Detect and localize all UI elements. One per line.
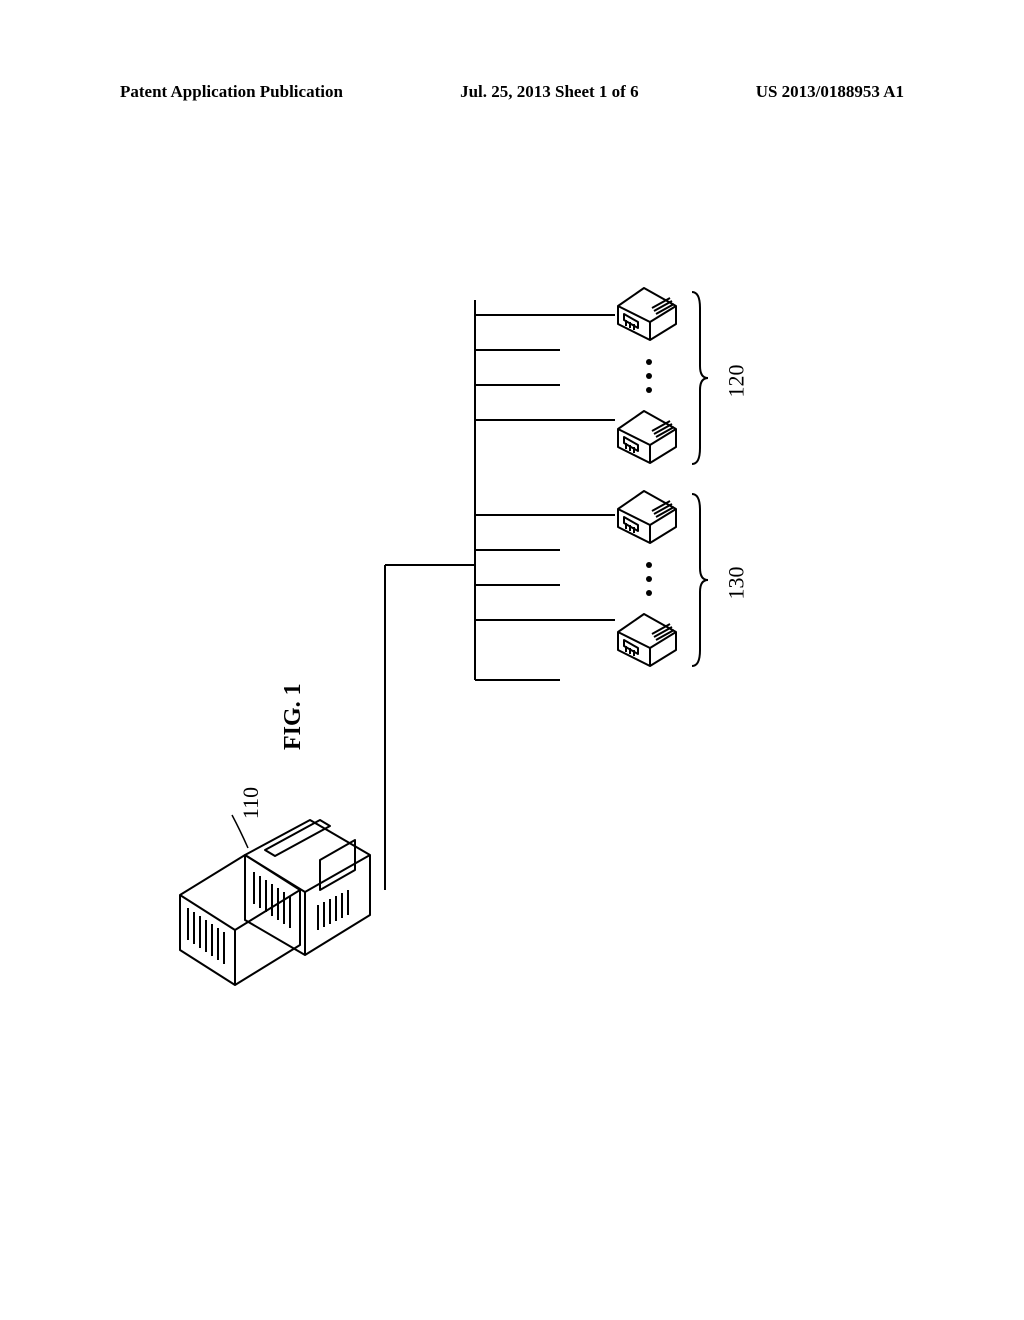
ellipsis-bottom-icon — [634, 559, 664, 599]
page-header: Patent Application Publication Jul. 25, … — [120, 82, 904, 102]
client-device-2-icon — [612, 403, 682, 467]
bracket-bottom-icon — [688, 490, 712, 670]
client-device-3-icon — [612, 483, 682, 547]
header-center: Jul. 25, 2013 Sheet 1 of 6 — [460, 82, 639, 102]
client-device-1-icon — [612, 280, 682, 344]
ref-130: 130 — [724, 567, 750, 600]
bracket-top-icon — [688, 288, 712, 468]
figure-1: FIG. 1 110 — [120, 160, 904, 1160]
connection-lines — [120, 160, 904, 1160]
ellipsis-top-icon — [634, 356, 664, 396]
header-left: Patent Application Publication — [120, 82, 343, 102]
header-right: US 2013/0188953 A1 — [756, 82, 904, 102]
client-device-4-icon — [612, 606, 682, 670]
ref-120: 120 — [724, 365, 750, 398]
